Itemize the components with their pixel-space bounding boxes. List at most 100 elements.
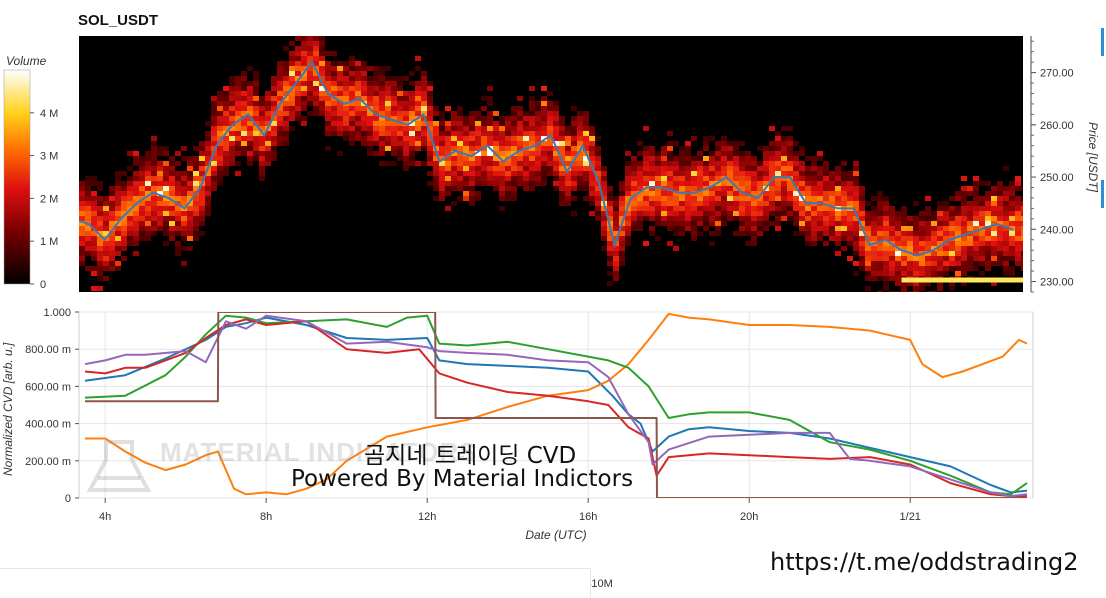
heatmap-cell <box>967 216 973 221</box>
heatmap-cell <box>877 271 883 276</box>
heatmap-cell <box>151 171 157 176</box>
heatmap-cell <box>511 196 517 201</box>
heatmap-cell <box>193 196 199 201</box>
heatmap-cell <box>985 196 991 201</box>
heatmap-cell <box>967 266 973 271</box>
heatmap-cell <box>679 211 685 216</box>
heatmap-cell <box>907 266 913 271</box>
heatmap-cell <box>163 241 169 246</box>
heatmap-cell <box>109 251 115 256</box>
telegram-link[interactable]: https://t.me/oddstrading2 <box>770 548 1079 576</box>
heatmap-cell <box>835 251 841 256</box>
heatmap-cell <box>1009 266 1015 271</box>
heatmap-cell <box>535 136 541 141</box>
heatmap-cell <box>139 166 145 171</box>
heatmap-cell <box>541 121 547 126</box>
heatmap-cell <box>625 236 631 241</box>
heatmap-cell <box>349 61 355 66</box>
heatmap-cell <box>757 171 763 176</box>
heatmap-cell <box>805 181 811 186</box>
heatmap-cell <box>511 106 517 111</box>
heatmap-cell <box>517 116 523 121</box>
heatmap-cell <box>865 266 871 271</box>
heatmap-cell <box>721 211 727 216</box>
heatmap-cell <box>661 221 667 226</box>
heatmap-cell <box>613 261 619 266</box>
heatmap-cell <box>247 96 253 101</box>
heatmap-cell <box>1003 246 1009 251</box>
heatmap-cell <box>823 226 829 231</box>
heatmap-cell <box>637 151 643 156</box>
heatmap-cell <box>259 111 265 116</box>
heatmap-cell <box>883 221 889 226</box>
heatmap-cell <box>97 226 103 231</box>
heatmap-cell <box>235 81 241 86</box>
heatmap-cell <box>199 196 205 201</box>
heatmap-cell <box>247 86 253 91</box>
heatmap-cell <box>271 131 277 136</box>
heatmap-cell <box>697 201 703 206</box>
heatmap-cell <box>919 256 925 261</box>
heatmap-cell <box>553 176 559 181</box>
heatmap-cell <box>643 206 649 211</box>
heatmap-cell <box>223 91 229 96</box>
heatmap-cell <box>283 101 289 106</box>
heatmap-cell <box>409 151 415 156</box>
heatmap-cell <box>103 256 109 261</box>
heatmap-cell <box>427 116 433 121</box>
heatmap-cell <box>703 221 709 226</box>
heatmap-cell <box>889 211 895 216</box>
heatmap-cell <box>361 116 367 121</box>
heatmap-cell <box>721 146 727 151</box>
heatmap-cell <box>229 156 235 161</box>
heatmap-cell <box>643 181 649 186</box>
heatmap-cell <box>169 221 175 226</box>
heatmap-cell <box>481 156 487 161</box>
heatmap-cell <box>595 151 601 156</box>
heatmap-cell <box>709 231 715 236</box>
heatmap-cell <box>79 216 85 221</box>
heatmap-cell <box>655 171 661 176</box>
heatmap-cell <box>115 196 121 201</box>
heatmap-cell <box>637 186 643 191</box>
heatmap-cell <box>697 186 703 191</box>
heatmap-cell <box>145 186 151 191</box>
heatmap-cell <box>157 221 163 226</box>
heatmap-cell <box>229 121 235 126</box>
heatmap-cell <box>901 256 907 261</box>
heatmap-cell <box>445 176 451 181</box>
heatmap-cell <box>907 246 913 251</box>
heatmap-cell <box>151 206 157 211</box>
heatmap-cell <box>487 181 493 186</box>
heatmap-cell <box>445 161 451 166</box>
heatmap-cell <box>865 271 871 276</box>
heatmap-cell <box>283 121 289 126</box>
heatmap-cell <box>739 216 745 221</box>
heatmap-cell <box>721 221 727 226</box>
heatmap-cell <box>211 106 217 111</box>
heatmap-cell <box>517 126 523 131</box>
heatmap-cell <box>427 126 433 131</box>
heatmap-cell <box>967 241 973 246</box>
heatmap-cell <box>331 101 337 106</box>
heatmap-cell <box>505 186 511 191</box>
heatmap-cell <box>151 146 157 151</box>
heatmap-cell <box>475 151 481 156</box>
heatmap-cell <box>853 181 859 186</box>
heatmap-cell <box>319 91 325 96</box>
heatmap-cell <box>337 76 343 81</box>
heatmap-cell <box>787 161 793 166</box>
heatmap-cell <box>229 151 235 156</box>
heatmap-cell <box>535 131 541 136</box>
heatmap-cell <box>205 136 211 141</box>
heatmap-cell <box>139 171 145 176</box>
heatmap-cell <box>661 166 667 171</box>
heatmap-cell <box>739 161 745 166</box>
heatmap-cell <box>355 111 361 116</box>
heatmap-cell <box>949 196 955 201</box>
heatmap-cell <box>283 136 289 141</box>
heatmap-cell <box>901 261 907 266</box>
heatmap-cell <box>121 246 127 251</box>
heatmap-cell <box>715 191 721 196</box>
heatmap-cell <box>385 86 391 91</box>
